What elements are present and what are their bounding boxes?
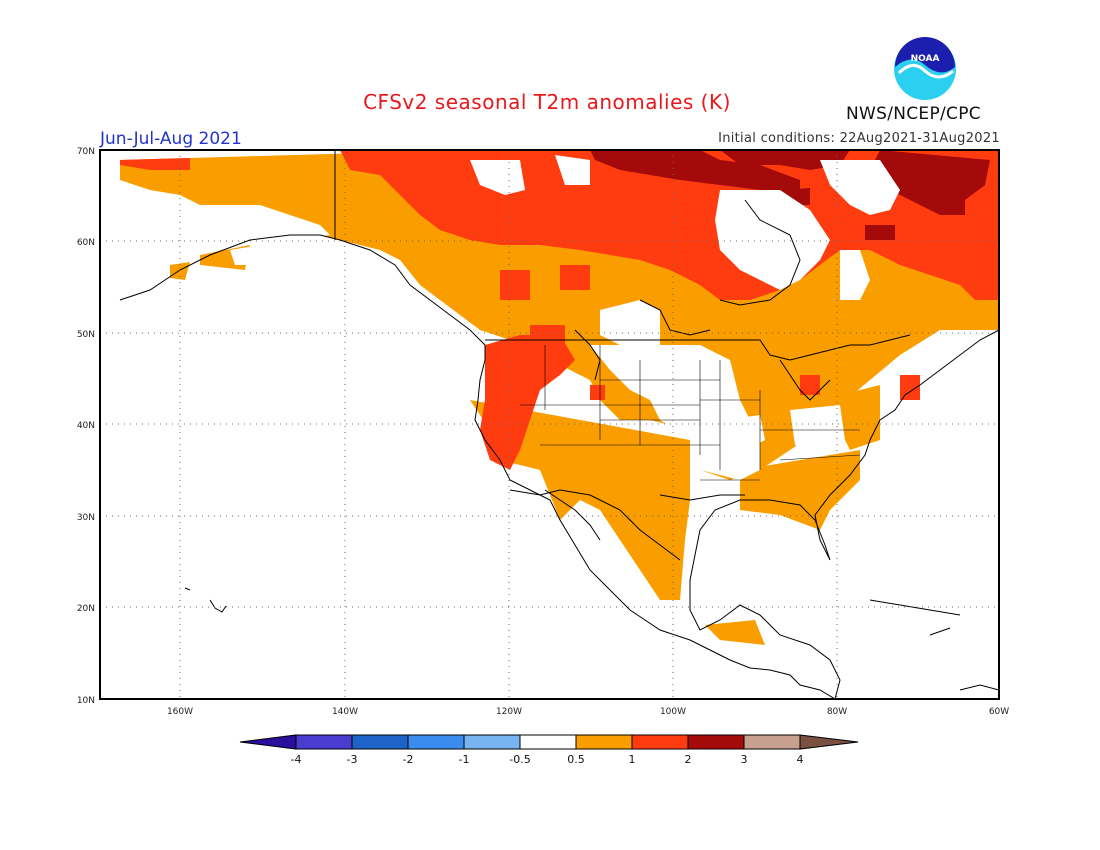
colorbar-bin [351, 734, 409, 750]
anomaly-2-3-regions [590, 150, 990, 240]
colorbar-high-arrow [799, 734, 859, 750]
lat-label-20n: 20N [77, 604, 95, 614]
colorbar-bin [295, 734, 353, 750]
colorbar-label: 4 [797, 753, 804, 766]
lat-label-30n: 30N [77, 513, 95, 523]
lat-label-60n: 60N [77, 238, 95, 248]
colorbar-label: -4 [291, 753, 302, 766]
logo-text: NOAA [911, 54, 940, 64]
lat-label-70n: 70N [77, 147, 95, 157]
lon-tick-labels: 160W 140W 120W 100W 80W 60W [167, 707, 1009, 717]
lon-label-140w: 140W [332, 707, 358, 717]
lon-label-160w: 160W [167, 707, 193, 717]
lat-label-10n: 10N [77, 696, 95, 706]
colorbar-bin [743, 734, 801, 750]
colorbar-bin [407, 734, 465, 750]
coastlines [119, 150, 999, 699]
political-borders [520, 345, 861, 481]
lon-label-60w: 60W [989, 707, 1009, 717]
lon-label-120w: 120W [496, 707, 522, 717]
colorbar: -4 -3 -2 -1 -0.5 0.5 1 2 3 4 [239, 734, 859, 766]
colorbar-label: -3 [347, 753, 358, 766]
agency-label: NWS/NCEP/CPC [846, 104, 981, 124]
neutral-regions [200, 155, 900, 480]
colorbar-bin [631, 734, 689, 750]
map-title: CFSv2 seasonal T2m anomalies (K) [0, 90, 1100, 114]
lat-tick-labels: 10N 20N 30N 40N 50N 60N 70N [77, 147, 95, 706]
map-frame [99, 149, 1000, 700]
lon-label-80w: 80W [827, 707, 847, 717]
colorbar-bin [519, 734, 577, 750]
initial-conditions: Initial conditions: 22Aug2021-31Aug2021 [718, 131, 1000, 146]
colorbar-label: 1 [629, 753, 636, 766]
colorbar-bin [575, 734, 633, 750]
colorbar-bin [687, 734, 745, 750]
colorbar-label: -0.5 [509, 753, 530, 766]
colorbar-bin [463, 734, 521, 750]
colorbar-label: 2 [685, 753, 692, 766]
noaa-logo-icon: NOAA [894, 37, 956, 100]
colorbar-label: 0.5 [567, 753, 585, 766]
lat-label-50n: 50N [77, 330, 95, 340]
colorbar-low-arrow [239, 734, 297, 750]
forecast-period: Jun-Jul-Aug 2021 [100, 129, 242, 149]
lon-label-100w: 100W [660, 707, 686, 717]
lat-label-40n: 40N [77, 421, 95, 431]
colorbar-label: -2 [403, 753, 414, 766]
anomaly-shading [120, 150, 999, 645]
map-title-text: CFSv2 seasonal T2m anomalies (K) [363, 90, 731, 114]
colorbar-label: -1 [459, 753, 470, 766]
colorbar-label: 3 [741, 753, 748, 766]
